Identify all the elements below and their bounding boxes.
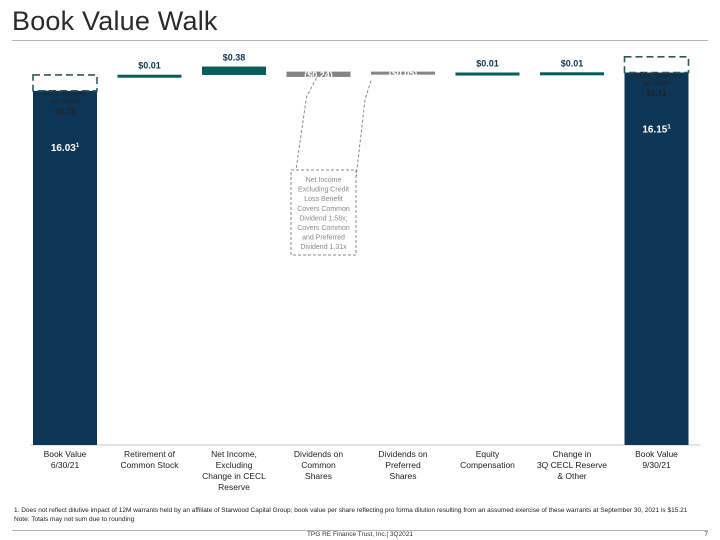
callout-line-1: Excluding Credit: [298, 187, 349, 194]
cecl-box-label-1-0: CECL Reserve: [635, 72, 678, 79]
category-label-1-1: Common Stock: [120, 460, 179, 470]
category-label-6-1: 3Q CECL Reserve: [537, 460, 607, 470]
cecl-box-label-1-1: per Share: [642, 80, 671, 87]
callout-line-2: Loss Benefit: [304, 196, 343, 203]
data-label-6: $0.01: [561, 58, 584, 68]
category-label-2-3: Reserve: [218, 482, 250, 492]
category-label-2-1: Excluding: [216, 460, 253, 470]
bar-2: [202, 66, 266, 75]
data-label-2: $0.38: [223, 53, 246, 63]
category-label-7-1: 9/30/21: [642, 460, 671, 470]
callout-line-0: Net Income: [306, 177, 342, 184]
cecl-box-0: [32, 74, 98, 92]
data-label-5: $0.01: [476, 59, 499, 69]
category-label-5-1: Compensation: [460, 460, 515, 470]
category-label-6-2: & Other: [557, 471, 586, 481]
bar-5: [455, 72, 520, 76]
data-label-3: ($0.24): [304, 70, 333, 80]
footer-text: TPG RE Finance Trust, Inc.| 3Q2021: [306, 531, 414, 538]
category-label-5-0: Equity: [476, 449, 500, 459]
category-label-3-0: Dividends on: [294, 449, 343, 459]
category-label-2-0: Net Income,: [211, 449, 257, 459]
category-label-0-1: 6/30/21: [51, 460, 80, 470]
category-label-4-2: Shares: [390, 471, 417, 481]
category-label-2-2: Change in CECL: [202, 471, 266, 481]
bar-6: [540, 72, 604, 76]
bar-1: [117, 74, 182, 78]
category-label-0-0: Book Value: [44, 449, 87, 459]
data-label-1: $0.01: [138, 61, 161, 71]
title-divider: [12, 40, 708, 41]
callout-line-6: and Preferred: [302, 235, 345, 242]
callout-line-5: Covers Common: [297, 225, 350, 232]
category-label-3-1: Common: [301, 460, 336, 470]
category-label-1-0: Retirement of: [124, 449, 176, 459]
callout-box: [290, 169, 357, 256]
data-label-4: ($0.05): [389, 69, 418, 79]
footnote-1: 1. Does not reflect dilutive impact of 1…: [14, 507, 688, 514]
callout-line-7: Dividend 1.31x: [300, 244, 347, 251]
callout-connector-right: [355, 80, 372, 179]
bar-7: [624, 72, 689, 445]
footnotes: 1. Does not reflect dilutive impact of 1…: [14, 506, 687, 524]
cecl-box-label-0-0: CECL Reserve: [43, 90, 86, 97]
bar-0: [33, 90, 97, 445]
callout-connector-left: [294, 77, 317, 181]
category-label-3-2: Shares: [305, 471, 332, 481]
data-label-7: 16.151: [642, 125, 671, 136]
cecl-box-1: [623, 56, 690, 74]
footnote-2: Note: Totals may not sum due to rounding: [14, 516, 135, 523]
cecl-box-label-0-1: per Share: [51, 98, 80, 105]
category-label-7-0: Book Value: [635, 449, 678, 459]
category-label-4-1: Preferred: [385, 460, 421, 470]
data-label-0: 16.031: [51, 143, 80, 154]
bar-3: [286, 71, 351, 77]
footer-divider: [12, 530, 708, 531]
callout-line-3: Covers Common: [297, 206, 350, 213]
page-number: 7: [704, 531, 708, 538]
category-label-6-0: Change in: [553, 449, 592, 459]
cecl-box-amount-0: $0.72: [55, 107, 76, 116]
bar-4: [371, 71, 435, 75]
page-title: Book Value Walk: [12, 6, 218, 36]
category-label-4-0: Dividends on: [378, 449, 427, 459]
callout-line-4: Dividend 1.58x;: [299, 215, 347, 222]
cecl-box-amount-1: $0.71: [646, 89, 667, 98]
